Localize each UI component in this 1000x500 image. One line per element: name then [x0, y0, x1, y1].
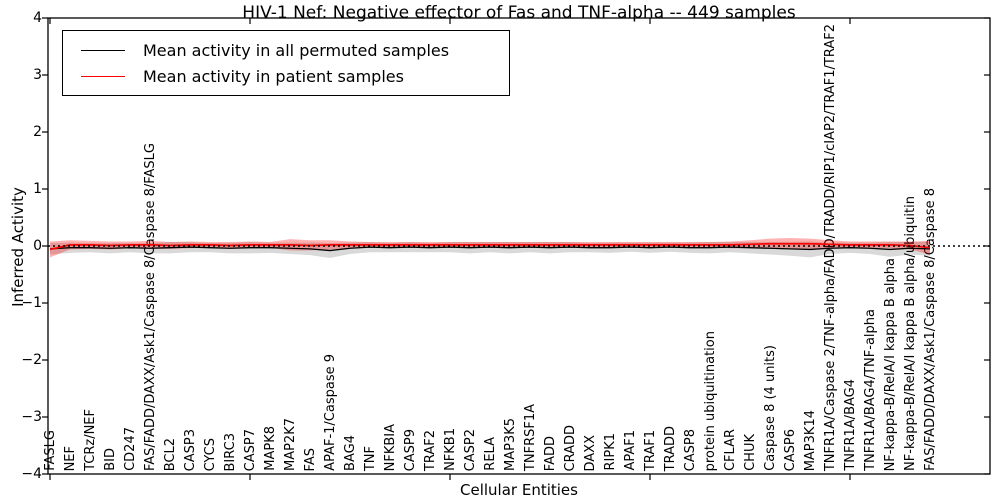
- y-tick-label: −2: [21, 352, 42, 368]
- y-tick-label: −3: [21, 409, 42, 425]
- legend: Mean activity in all permuted samples Me…: [62, 30, 510, 96]
- y-tick-label: 3: [33, 67, 42, 83]
- patient-mean-line: [49, 242, 931, 251]
- legend-line-red: [81, 75, 125, 77]
- legend-line-black: [81, 49, 125, 51]
- legend-label-patient: Mean activity in patient samples: [143, 66, 404, 86]
- y-tick-label: 0: [33, 238, 42, 254]
- y-tick-label: −1: [21, 295, 42, 311]
- legend-label-permuted: Mean activity in all permuted samples: [143, 40, 450, 60]
- y-tick-label: 1: [33, 181, 42, 197]
- legend-item-permuted: Mean activity in all permuted samples: [73, 37, 499, 63]
- legend-item-patient: Mean activity in patient samples: [73, 63, 499, 89]
- y-tick-label: −4: [21, 466, 42, 482]
- y-tick-label: 2: [33, 124, 42, 140]
- permuted-mean-line: [49, 246, 931, 252]
- x-axis-label: Cellular Entities: [460, 481, 578, 499]
- y-tick-label: 4: [33, 10, 42, 26]
